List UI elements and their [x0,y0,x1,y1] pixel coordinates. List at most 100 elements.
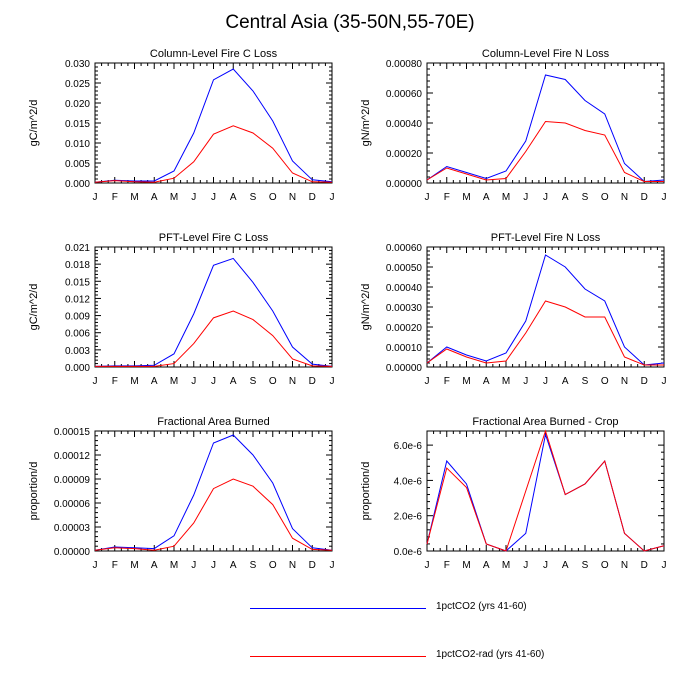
panel-title: PFT-Level Fire N Loss [491,232,601,244]
y-tick-label: 6.0e-6 [394,441,423,452]
x-tick-label: F [444,376,450,387]
plot-frame [426,430,665,552]
x-tick-label: J [191,560,196,571]
x-tick-label: D [641,376,648,387]
x-tick-label: J [662,560,667,571]
legend-entry-1pctco2-rad: 1pctCO2-rad (yrs 41-60) [250,647,690,667]
x-tick-label: A [562,560,569,571]
y-tick-label: 0.012 [65,294,90,305]
x-tick-label: A [151,560,158,571]
x-tick-label: O [269,376,277,387]
legend-swatch-1pctco2 [250,608,426,609]
x-tick-label: S [250,376,257,387]
legend-swatch-1pctco2-rad [250,656,426,657]
x-tick-label: M [462,376,470,387]
x-tick-label: S [250,192,257,203]
x-tick-label: S [582,560,589,571]
x-tick-label: A [562,376,569,387]
y-tick-label: 4.0e-6 [394,476,423,487]
x-tick-label: O [269,560,277,571]
y-axis-label: proportion/d [28,462,40,521]
y-tick-label: 0.025 [65,79,90,90]
series-line-1pctco2 [94,257,333,367]
x-tick-label: A [230,560,237,571]
y-tick-label: 0.015 [65,119,90,130]
x-tick-label: S [250,560,257,571]
x-tick-label: J [543,560,548,571]
y-axis-label: gN/m^2/d [360,100,372,147]
chart-panel-1: Column-Level Fire C Loss gC/m^2/d J F M A M J J A… [28,48,335,203]
x-tick-label: F [444,192,450,203]
x-tick-label: D [309,560,316,571]
series-line-1pctco2 [426,74,665,183]
x-tick-label: J [523,560,528,571]
panel-title: Column-Level Fire N Loss [482,48,610,60]
series-line-1pctco2 [94,68,333,183]
y-axis-label: proportion/d [360,462,372,521]
legend-label-1pctco2: 1pctCO2 (yrs 41-60) [436,601,527,612]
y-tick-label: 0.00012 [54,451,91,462]
series-line-1pctco2-rad [94,125,333,183]
x-tick-label: A [230,192,237,203]
panel-title: PFT-Level Fire C Loss [159,232,269,244]
x-tick-label: J [425,376,430,387]
y-tick-label: 0.006 [65,329,90,340]
x-tick-label: M [130,376,138,387]
y-tick-label: 0.0e-6 [394,547,423,558]
x-tick-label: M [170,376,178,387]
x-tick-label: J [543,192,548,203]
y-tick-label: 0.00000 [54,547,91,558]
x-tick-label: J [93,192,98,203]
x-tick-label: N [621,560,628,571]
x-tick-label: J [330,376,335,387]
x-tick-label: F [112,192,118,203]
x-tick-label: J [425,560,430,571]
x-tick-label: M [502,376,510,387]
y-tick-label: 0.00000 [386,179,423,190]
series-line-1pctco2 [94,434,333,551]
x-tick-label: D [641,560,648,571]
y-tick-label: 0.000 [65,179,90,190]
y-tick-label: 0.00030 [386,303,423,314]
x-tick-label: A [151,376,158,387]
y-tick-label: 0.00010 [386,343,423,354]
x-tick-label: A [562,192,569,203]
x-tick-label: N [289,560,296,571]
x-tick-label: J [662,192,667,203]
x-tick-label: N [621,192,628,203]
x-tick-label: J [191,192,196,203]
series-line-1pctco2-rad [426,429,665,552]
plot-frame [426,62,665,184]
y-tick-label: 0.009 [65,312,90,323]
y-axis-label: gC/m^2/d [28,284,40,331]
x-tick-label: J [93,376,98,387]
x-tick-label: J [93,560,98,571]
y-axis-label: gC/m^2/d [28,100,40,147]
y-tick-label: 0.00015 [54,427,91,438]
panel-title: Fractional Area Burned [157,416,270,428]
y-tick-label: 0.00080 [386,59,423,70]
y-tick-label: 0.005 [65,159,90,170]
y-tick-label: 0.00020 [386,149,423,160]
y-tick-label: 0.00040 [386,283,423,294]
x-tick-label: A [151,192,158,203]
x-tick-label: D [641,192,648,203]
series-line-1pctco2-rad [94,478,333,551]
chart-panel-4: PFT-Level Fire N Loss gN/m^2/d J F M A M J J A S O N… [360,232,667,387]
x-tick-label: O [601,376,609,387]
x-tick-label: A [483,376,490,387]
x-tick-label: M [502,560,510,571]
y-tick-label: 0.015 [65,277,90,288]
x-tick-label: J [523,376,528,387]
x-tick-label: N [289,376,296,387]
y-tick-label: 0.00003 [54,523,91,534]
x-tick-label: A [483,560,490,571]
y-tick-label: 0.021 [65,243,90,254]
x-tick-label: J [211,560,216,571]
x-tick-label: F [444,560,450,571]
x-tick-label: N [289,192,296,203]
series-line-1pctco2 [426,432,665,552]
x-tick-label: J [211,376,216,387]
chart-panel-3: PFT-Level Fire C Loss gC/m^2/d J F M A M J J A S O N… [28,232,335,387]
